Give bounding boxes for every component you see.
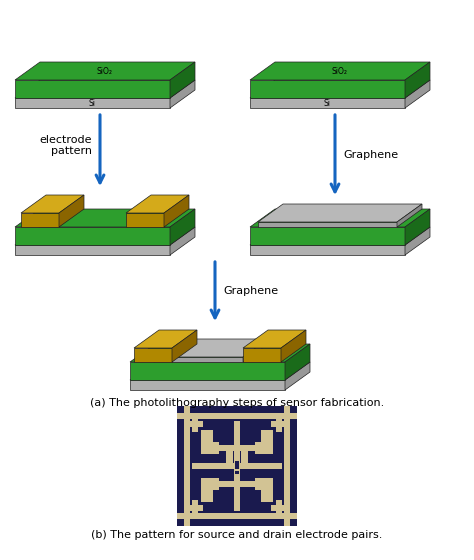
Polygon shape [170, 227, 195, 255]
Polygon shape [258, 204, 422, 222]
Polygon shape [250, 98, 405, 108]
Text: Si: Si [324, 99, 331, 108]
Polygon shape [130, 380, 285, 390]
Polygon shape [21, 195, 84, 213]
Text: Graphene: Graphene [343, 150, 398, 160]
Polygon shape [15, 209, 195, 227]
Polygon shape [250, 227, 430, 245]
Polygon shape [15, 227, 170, 245]
Polygon shape [243, 339, 268, 362]
Text: SiO₂: SiO₂ [97, 67, 113, 76]
Polygon shape [405, 227, 430, 255]
Polygon shape [250, 80, 405, 98]
Polygon shape [250, 80, 430, 98]
Polygon shape [170, 80, 195, 108]
Polygon shape [15, 62, 195, 80]
Polygon shape [134, 330, 197, 348]
Polygon shape [15, 80, 195, 98]
Text: electrode
pattern: electrode pattern [39, 135, 92, 156]
Polygon shape [285, 344, 310, 380]
Text: (a) The photolithography steps of sensor fabrication.: (a) The photolithography steps of sensor… [90, 398, 384, 408]
Polygon shape [59, 195, 84, 227]
Polygon shape [15, 227, 195, 245]
Polygon shape [405, 62, 430, 98]
Polygon shape [15, 98, 170, 108]
Polygon shape [281, 330, 306, 362]
Polygon shape [126, 195, 189, 213]
Text: Graphene: Graphene [223, 287, 278, 296]
Polygon shape [285, 362, 310, 390]
Polygon shape [170, 209, 195, 245]
Polygon shape [130, 344, 310, 362]
Polygon shape [250, 227, 405, 245]
Polygon shape [172, 357, 243, 362]
Polygon shape [15, 245, 170, 255]
Text: Si: Si [89, 99, 96, 108]
Polygon shape [250, 209, 430, 227]
Polygon shape [250, 62, 430, 80]
Polygon shape [172, 330, 197, 362]
Polygon shape [172, 339, 268, 357]
Polygon shape [15, 80, 170, 98]
Polygon shape [405, 80, 430, 108]
Polygon shape [126, 213, 164, 227]
Polygon shape [21, 213, 59, 227]
Polygon shape [164, 195, 189, 227]
Polygon shape [130, 362, 285, 380]
Polygon shape [134, 348, 172, 362]
Polygon shape [243, 348, 281, 362]
Polygon shape [170, 62, 195, 98]
Polygon shape [397, 204, 422, 227]
Polygon shape [250, 245, 405, 255]
Polygon shape [258, 222, 397, 227]
Text: SiO₂: SiO₂ [332, 67, 348, 76]
Polygon shape [130, 362, 310, 380]
Polygon shape [405, 209, 430, 245]
Text: (b) The pattern for source and drain electrode pairs.: (b) The pattern for source and drain ele… [91, 530, 383, 540]
Polygon shape [243, 330, 306, 348]
